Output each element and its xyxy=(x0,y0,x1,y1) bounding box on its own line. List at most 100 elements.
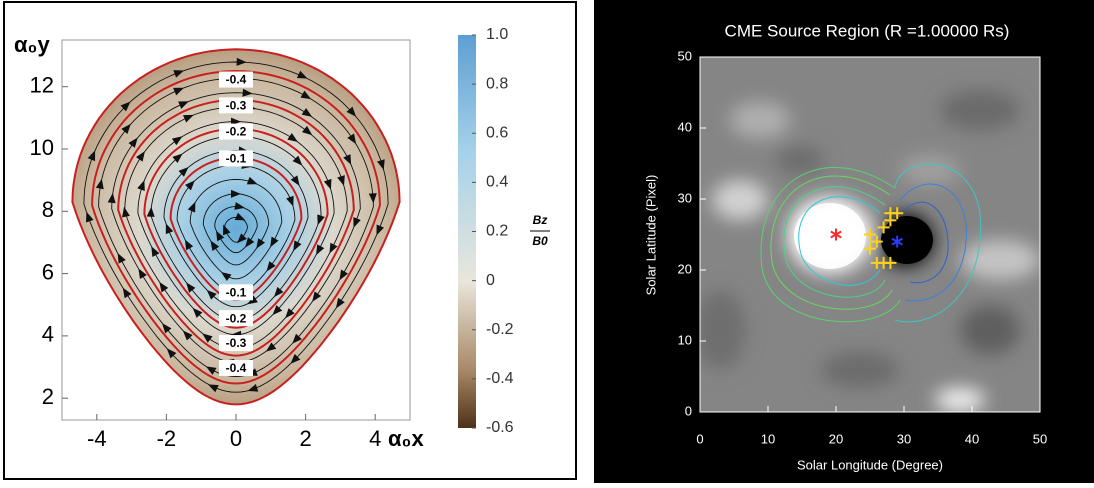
contour-label: -0.1 xyxy=(226,285,247,299)
streamline-arrow xyxy=(256,238,265,249)
x-tick-label: 30 xyxy=(897,431,911,446)
y-tick-label: 50 xyxy=(678,48,692,63)
asterisk-marker xyxy=(830,228,842,241)
colorbar-tick-label: -0.4 xyxy=(486,370,514,387)
streamline-arrow xyxy=(346,106,357,117)
y-tick-label: 30 xyxy=(678,190,692,205)
streamline-arrow xyxy=(172,153,183,163)
marker-stroke xyxy=(891,237,903,246)
x-axis-label: Solar Longitude (Degree) xyxy=(797,457,943,472)
positive-polarity xyxy=(794,203,866,269)
streamline-arrow xyxy=(265,342,277,352)
streamline-arrow xyxy=(95,178,104,190)
streamline-arrow xyxy=(86,211,94,223)
streamline-arrow xyxy=(300,90,312,100)
x-tick-label: 0 xyxy=(230,426,242,451)
streamline-arrow xyxy=(301,125,313,136)
contour-label-box xyxy=(219,359,253,376)
contour-label: -0.3 xyxy=(226,99,247,113)
streamline-arrow xyxy=(137,180,145,191)
streamline-arrow xyxy=(186,282,196,293)
y-tick-label: 0 xyxy=(685,403,692,418)
y-axis-label: Solar Latitude (Pixel) xyxy=(643,175,658,296)
plus-marker xyxy=(884,256,897,269)
streamline-arrow xyxy=(377,159,385,170)
right-plot-frame xyxy=(699,56,1041,413)
y-tick-label: 6 xyxy=(42,259,54,284)
contour-label: -0.2 xyxy=(226,125,247,139)
streamline-arrow xyxy=(234,202,245,210)
streamline-arrow xyxy=(292,155,303,166)
plus-marker xyxy=(870,235,883,248)
streamline-arrow xyxy=(192,307,203,318)
streamline-arrow xyxy=(347,133,357,145)
streamline-arrow xyxy=(165,223,174,235)
x-tick-label: 2 xyxy=(299,426,311,451)
streamline-arrow xyxy=(237,233,247,244)
contour-line xyxy=(91,69,381,385)
streamline-arrow xyxy=(316,244,325,256)
field-boundary xyxy=(71,48,401,406)
y-tick-label: 10 xyxy=(30,135,54,160)
field-contours xyxy=(760,163,982,323)
streamline-arrow xyxy=(287,132,298,142)
streamline-arrow xyxy=(290,175,300,186)
colorbar-label-denominator: B0 xyxy=(532,234,548,248)
streamline-arrow xyxy=(376,224,385,236)
y-tick-label: 8 xyxy=(42,197,54,222)
streamline-arrow xyxy=(286,195,294,207)
streamline xyxy=(189,178,283,280)
plus-marker xyxy=(864,228,876,241)
x-tick-label: -4 xyxy=(87,426,107,451)
x-tick-label: -2 xyxy=(157,426,177,451)
streamline-arrow xyxy=(285,308,295,319)
streamline-arrow xyxy=(230,189,241,198)
streamline-arrow xyxy=(335,297,345,309)
streamline-arrow xyxy=(183,114,194,123)
streamline-arrow xyxy=(236,57,247,66)
asterisk-marker xyxy=(891,235,903,248)
streamline-arrow xyxy=(159,281,169,293)
streamline-arrow xyxy=(221,272,232,282)
streamline-arrow xyxy=(138,268,147,280)
streamline-arrow xyxy=(272,305,283,316)
streamline-arrow xyxy=(329,242,338,254)
streamline-arrow xyxy=(296,70,308,79)
streamline-arrow xyxy=(292,333,302,344)
streamline-arrow xyxy=(146,206,155,217)
contour-line xyxy=(143,127,329,329)
marker-stroke xyxy=(830,230,842,239)
colorbar-tick-label: -0.6 xyxy=(486,419,514,436)
contour-label: -0.1 xyxy=(226,152,247,166)
contour-label: -0.4 xyxy=(226,73,247,87)
streamline-arrow xyxy=(353,217,361,228)
streamline-arrow xyxy=(247,384,259,392)
colorbar-tick-label: 0.8 xyxy=(486,75,508,92)
streamline-arrow xyxy=(178,101,189,109)
streamline-arrow xyxy=(290,353,301,364)
streamline-arrow xyxy=(178,166,189,177)
contour-label-box xyxy=(219,123,253,140)
streamline-arrow xyxy=(234,212,246,221)
streamline-arrow xyxy=(173,70,185,78)
streamline-arrow xyxy=(166,348,177,359)
streamline-arrow xyxy=(210,240,220,251)
streamline-arrow xyxy=(151,246,160,257)
streamline-arrow xyxy=(266,261,276,272)
streamline-arrow xyxy=(245,237,255,248)
streamline-arrow xyxy=(202,333,213,343)
streamline-arrow xyxy=(107,192,116,204)
streamline-arrow xyxy=(120,101,131,112)
streamline-arrow xyxy=(173,87,184,96)
negative-polarity xyxy=(881,216,933,264)
colorbar-tick-label: 0.4 xyxy=(486,174,508,191)
streamline-arrow xyxy=(122,206,130,218)
field-region xyxy=(72,49,400,405)
streamline-arrow xyxy=(293,240,302,252)
streamline-arrow xyxy=(301,107,313,117)
streamline-arrow xyxy=(87,150,96,162)
x-tick-label: 40 xyxy=(965,431,979,446)
plus-marker xyxy=(884,214,897,227)
y-axis-label: α₀y xyxy=(14,32,50,57)
